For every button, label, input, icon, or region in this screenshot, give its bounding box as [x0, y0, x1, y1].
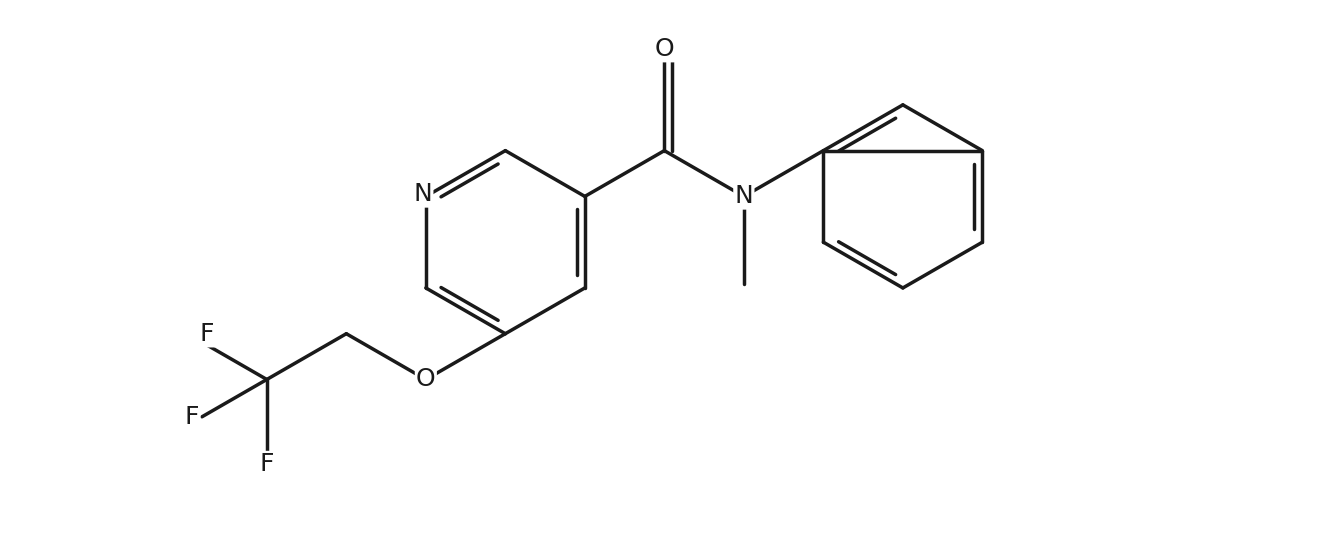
Text: O: O: [416, 368, 436, 391]
Text: N: N: [414, 182, 432, 206]
Text: F: F: [200, 322, 214, 346]
Text: F: F: [259, 452, 274, 476]
Text: O: O: [654, 37, 674, 61]
Text: N: N: [734, 184, 753, 209]
Text: F: F: [185, 405, 199, 429]
